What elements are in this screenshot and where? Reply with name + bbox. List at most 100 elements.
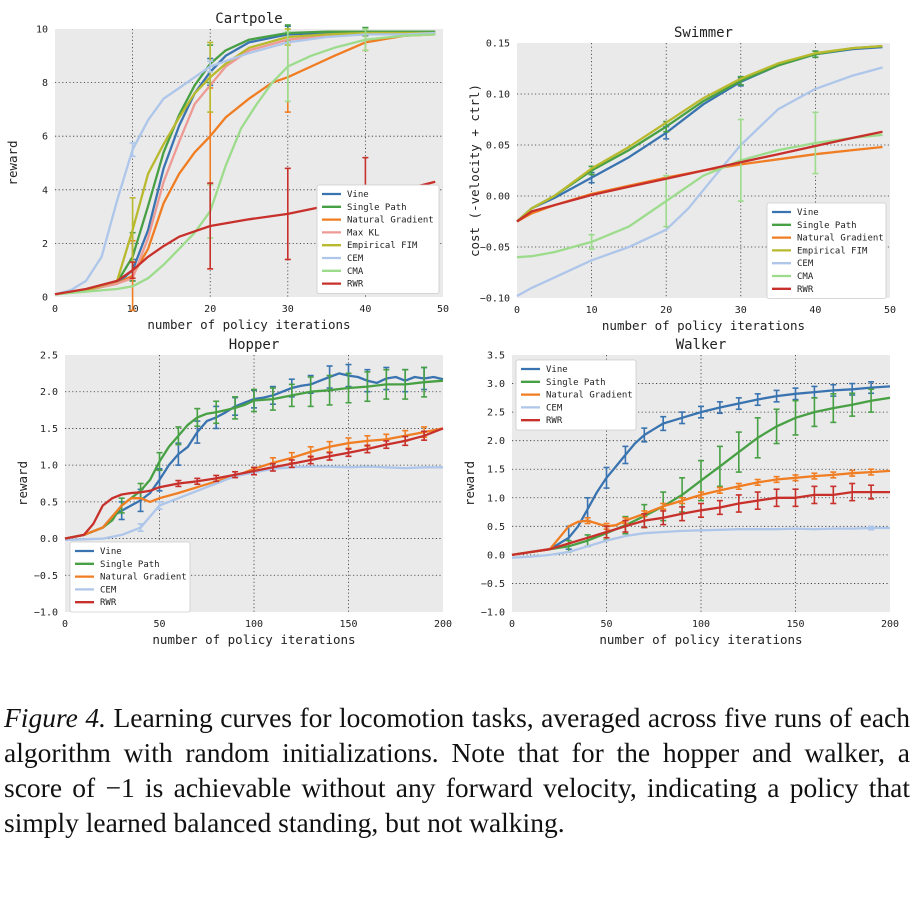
x-tick-label: 20 xyxy=(660,305,672,316)
x-tick-label: 50 xyxy=(153,619,165,630)
error-bar-rwr xyxy=(716,499,723,516)
error-bar-cem xyxy=(207,60,214,73)
error-bar-natural-gradient xyxy=(660,502,667,511)
error-bar-vine xyxy=(754,393,761,407)
legend-label-rwr: RWR xyxy=(797,285,814,295)
legend-label-cem: CEM xyxy=(347,254,364,264)
error-bar-single-path xyxy=(345,372,352,404)
x-tick-label: 150 xyxy=(339,619,357,630)
error-bar-single-path xyxy=(232,396,239,420)
error-bar-cem xyxy=(129,142,136,158)
error-bar-single-path xyxy=(364,371,371,403)
y-tick-label: 2.0 xyxy=(40,387,58,398)
y-tick-label: 0.10 xyxy=(486,90,510,101)
x-axis-label: number of policy iterations xyxy=(152,632,355,647)
caption-lead: Figure 4. xyxy=(4,702,106,733)
error-bar-single-path xyxy=(156,451,163,472)
figure-4-learning-curves: 0 10 20 30 40 50 0 2 4 6 8 10 Cartpole number of poli… xyxy=(5,11,899,647)
legend-label-vine: Vine xyxy=(546,365,568,375)
legend-label-rwr: RWR xyxy=(347,280,364,290)
error-bar-natural-gradient xyxy=(811,472,818,480)
error-bar-cma xyxy=(812,111,819,175)
error-bar-single-path xyxy=(811,397,818,428)
error-bar-vine xyxy=(679,411,686,425)
y-tick-label: 2.0 xyxy=(487,436,505,447)
legend: Vine Single Path Natural Gradient Empirical… xyxy=(766,202,887,299)
x-axis-label: number of policy iterations xyxy=(599,632,802,647)
error-bar-natural-gradient xyxy=(679,496,686,505)
error-bar-cem xyxy=(868,525,875,531)
error-bar-vine xyxy=(603,466,610,489)
x-tick-label: 200 xyxy=(434,619,452,630)
error-bar-rwr xyxy=(232,470,239,479)
error-bar-rwr xyxy=(194,477,201,486)
chart-title: Swimmer xyxy=(674,25,733,41)
legend-label-rwr: RWR xyxy=(546,416,563,426)
x-tick-label: 0 xyxy=(52,304,58,315)
x-tick-label: 50 xyxy=(437,304,449,315)
error-bar-rwr xyxy=(679,506,686,522)
error-bar-single-path xyxy=(383,368,390,400)
chart-title: Cartpole xyxy=(215,11,282,27)
error-bar-single-path xyxy=(307,376,314,408)
error-bar-single-path xyxy=(868,388,875,413)
x-tick-label: 0 xyxy=(509,619,515,630)
x-tick-label: 40 xyxy=(809,305,821,316)
legend: Vine Single Path Natural Gradient Max KL Emp… xyxy=(316,184,440,294)
error-bar-rwr xyxy=(383,440,390,450)
legend-label-cma: CMA xyxy=(347,267,364,277)
legend-label-max-kl: Max KL xyxy=(347,228,380,238)
series-line-rwr xyxy=(516,130,883,223)
series-line-cem xyxy=(54,31,436,296)
legend-label-cem: CEM xyxy=(100,585,117,595)
y-tick-label: 6 xyxy=(42,132,48,143)
series-line-cem xyxy=(511,526,890,559)
legend-label-single-path: Single Path xyxy=(100,560,160,570)
error-bar-rwr xyxy=(284,167,291,261)
error-bar-vine xyxy=(773,389,780,403)
series-line-single-path xyxy=(54,30,436,296)
error-bar-single-path xyxy=(849,392,856,417)
error-bar-single-path xyxy=(754,417,761,459)
error-bar-natural-gradient xyxy=(830,471,837,479)
error-bar-cem xyxy=(156,501,163,511)
x-tick-label: 10 xyxy=(586,305,598,316)
error-bar-vine xyxy=(792,387,799,401)
error-bar-vine xyxy=(660,415,667,432)
series-line-vine xyxy=(511,385,891,557)
series-line-cem xyxy=(516,66,883,298)
y-tick-label: 0.0 xyxy=(487,550,505,561)
series-line-cma xyxy=(54,33,436,296)
y-axis-label: reward xyxy=(462,461,477,506)
chart-hopper: 0 50 100 150 200 −1.0 −0.5 0.0 0.5 1.0 1.5 2.0 2.5 Ho… xyxy=(15,337,452,647)
error-bar-natural-gradient xyxy=(849,469,856,477)
y-tick-label: 2.5 xyxy=(40,351,58,362)
legend-label-cma: CMA xyxy=(797,272,814,282)
legend-box xyxy=(69,541,191,613)
error-bar-rwr xyxy=(129,261,136,280)
chart-title: Hopper xyxy=(229,337,280,353)
error-bar-natural-gradient xyxy=(754,478,761,487)
error-bar-natural-gradient xyxy=(792,474,799,482)
legend-label-natural-gradient: Natural Gradient xyxy=(347,216,434,226)
x-tick-label: 50 xyxy=(884,305,896,316)
y-axis-label: reward xyxy=(5,140,20,185)
error-bar-rwr xyxy=(307,455,314,465)
x-tick-label: 150 xyxy=(786,619,804,630)
x-axis-label: number of policy iterations xyxy=(602,318,805,333)
error-bar-single-path xyxy=(326,374,333,406)
error-bar-rwr xyxy=(421,430,428,441)
y-tick-label: −0.5 xyxy=(481,579,505,590)
legend-label-natural-gradient: Natural Gradient xyxy=(797,234,884,244)
series-line-cem xyxy=(64,465,443,542)
error-bar-rwr xyxy=(251,466,257,476)
y-tick-label: 8 xyxy=(42,78,48,89)
y-tick-label: 0.00 xyxy=(486,192,510,203)
error-bar-natural-gradient xyxy=(868,468,875,476)
y-tick-label: −1.0 xyxy=(34,608,58,619)
error-bar-single-path xyxy=(251,388,257,413)
error-bar-cma xyxy=(588,233,595,250)
y-tick-label: −0.5 xyxy=(34,571,58,582)
error-bar-natural-gradient xyxy=(716,486,723,495)
error-bar-rwr xyxy=(641,512,648,529)
